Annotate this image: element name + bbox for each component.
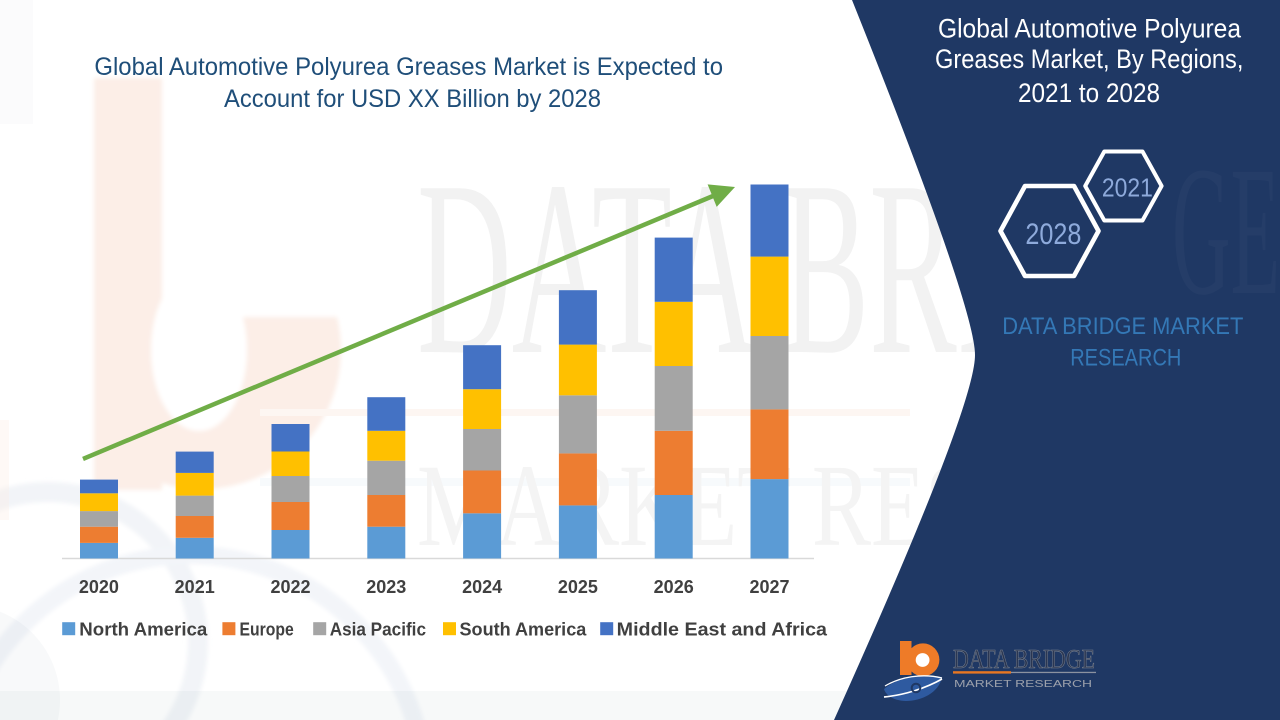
svg-text:MARKET RESEARCH: MARKET RESEARCH xyxy=(954,679,1092,690)
svg-text:Middle East and Africa: Middle East and Africa xyxy=(617,619,828,640)
svg-text:2022: 2022 xyxy=(270,577,310,597)
svg-text:RESEARCH: RESEARCH xyxy=(1070,345,1181,372)
svg-text:DATA BRIDGE MARKET: DATA BRIDGE MARKET xyxy=(1002,313,1244,340)
svg-text:Global Automotive Polyurea Gre: Global Automotive Polyurea Greases Marke… xyxy=(94,53,723,81)
svg-text:Global Automotive Polyurea: Global Automotive Polyurea xyxy=(938,14,1241,44)
svg-text:2021 to 2028: 2021 to 2028 xyxy=(1018,78,1160,108)
svg-text:2021: 2021 xyxy=(1102,174,1153,202)
svg-text:North America: North America xyxy=(79,619,208,640)
svg-text:GE: GE xyxy=(1172,129,1280,334)
svg-text:DATA BRIDGE: DATA BRIDGE xyxy=(953,644,1095,674)
svg-text:2027: 2027 xyxy=(749,577,789,597)
svg-text:Asia Pacific: Asia Pacific xyxy=(330,619,426,640)
svg-text:2026: 2026 xyxy=(654,577,694,597)
svg-text:2021: 2021 xyxy=(175,577,215,597)
svg-text:2024: 2024 xyxy=(462,577,502,597)
svg-text:Europe: Europe xyxy=(240,619,294,640)
svg-text:2023: 2023 xyxy=(366,577,406,597)
svg-text:2025: 2025 xyxy=(558,577,598,597)
svg-text:Greases Market, By Regions,: Greases Market, By Regions, xyxy=(935,44,1243,74)
svg-text:South America: South America xyxy=(460,619,587,640)
svg-text:Account for USD XX Billion by: Account for USD XX Billion by 2028 xyxy=(224,85,601,113)
svg-text:2028: 2028 xyxy=(1025,218,1081,251)
svg-text:2020: 2020 xyxy=(79,577,119,597)
